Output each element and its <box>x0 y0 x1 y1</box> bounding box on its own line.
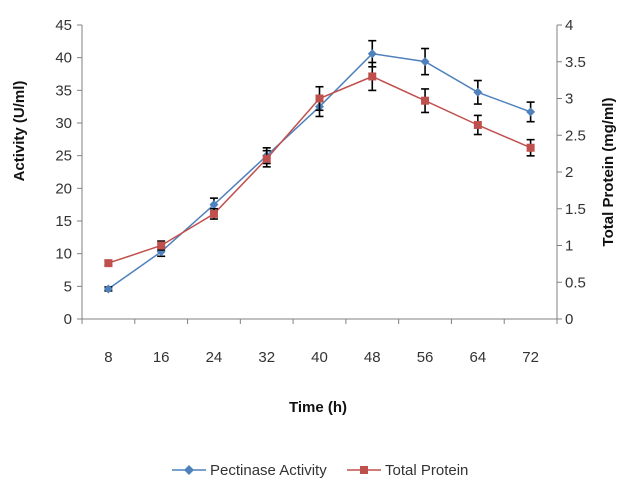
x-tick-label: 40 <box>311 349 328 366</box>
legend-marker-protein <box>360 466 368 474</box>
x-tick-label: 72 <box>522 349 539 366</box>
data-point-protein <box>157 241 166 250</box>
data-point-protein <box>262 154 271 163</box>
data-point-protein <box>368 72 377 81</box>
right-y-tick-label: 0.5 <box>565 274 586 291</box>
left-y-tick-label: 15 <box>55 213 72 230</box>
right-y-tick-label: 1.5 <box>565 201 586 218</box>
legend-label-protein: Total Protein <box>385 462 468 479</box>
data-point-pectinase <box>367 49 377 59</box>
right-y-axis-title: Total Protein (mg/ml) <box>600 98 617 247</box>
right-y-tick-label: 0 <box>565 311 573 328</box>
data-point-protein <box>526 143 535 152</box>
data-point-protein <box>421 96 430 105</box>
data-point-pectinase <box>526 107 536 117</box>
right-y-tick-label: 4 <box>565 17 573 34</box>
right-y-tick-label: 1 <box>565 238 573 255</box>
left-y-tick-label: 25 <box>55 148 72 165</box>
left-y-tick-label: 30 <box>55 115 72 132</box>
x-tick-label: 56 <box>417 349 434 366</box>
legend-label-pectinase: Pectinase Activity <box>210 462 327 479</box>
x-tick-label: 64 <box>469 349 486 366</box>
data-point-pectinase <box>420 57 430 67</box>
data-point-pectinase <box>209 200 219 210</box>
left-y-tick-label: 20 <box>55 180 72 197</box>
x-tick-label: 16 <box>153 349 170 366</box>
axes <box>77 24 562 324</box>
series-group <box>103 39 536 294</box>
x-tick-label: 48 <box>364 349 381 366</box>
data-point-protein <box>104 259 113 268</box>
legend: Pectinase Activity Total Protein <box>172 462 468 479</box>
left-y-axis-title: Activity (U/ml) <box>11 81 28 182</box>
data-point-protein <box>209 209 218 218</box>
data-point-protein <box>473 120 482 129</box>
x-tick-label: 32 <box>258 349 275 366</box>
x-tick-label: 8 <box>104 349 112 366</box>
x-tick-label: 24 <box>206 349 223 366</box>
left-y-tick-label: 45 <box>55 17 72 34</box>
right-y-tick-label: 2 <box>565 164 573 181</box>
right-y-tick-label: 3.5 <box>565 54 586 71</box>
legend-marker-pectinase <box>184 465 194 475</box>
left-y-tick-label: 10 <box>55 246 72 263</box>
right-y-tick-label: 3 <box>565 91 573 108</box>
left-y-tick-label: 0 <box>64 311 72 328</box>
data-point-pectinase <box>103 284 113 294</box>
left-y-tick-label: 35 <box>55 82 72 99</box>
x-axis-title: Time (h) <box>289 399 347 416</box>
left-y-tick-label: 40 <box>55 50 72 67</box>
data-point-protein <box>315 94 324 103</box>
data-point-pectinase <box>473 87 483 97</box>
left-y-tick-label: 5 <box>64 278 72 295</box>
right-y-tick-label: 2.5 <box>565 127 586 144</box>
